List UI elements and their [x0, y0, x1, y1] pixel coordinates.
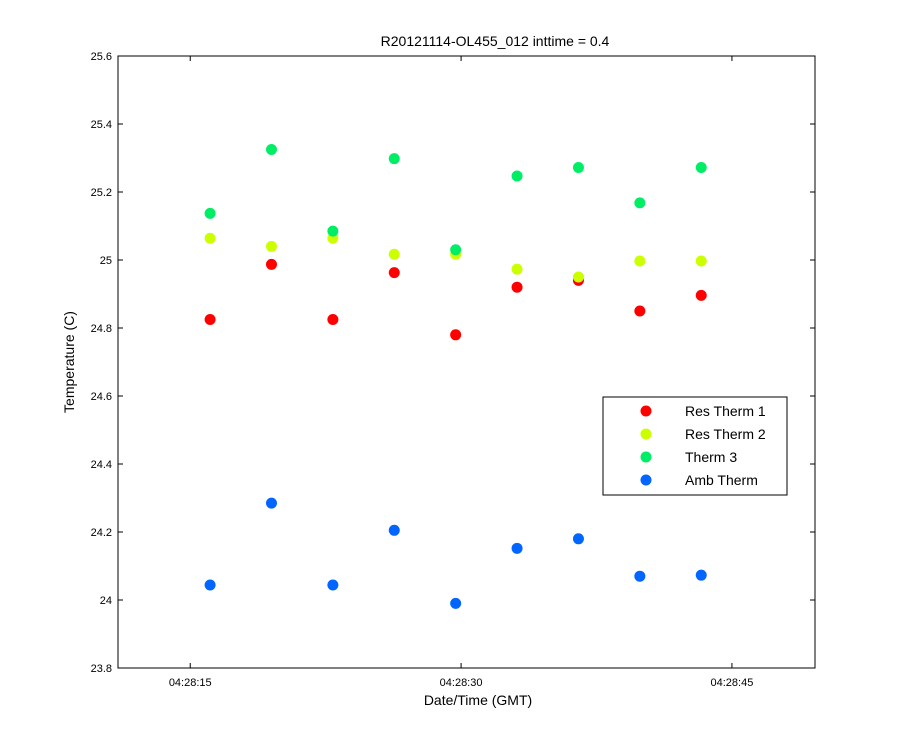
- point-amb-therm: [450, 597, 462, 609]
- point-amb-therm: [511, 542, 523, 554]
- point-amb-therm: [634, 570, 646, 582]
- x-tick-label: 04:28:45: [711, 677, 754, 689]
- y-tick-label: 24.6: [91, 391, 112, 403]
- legend-marker-res-therm-1: [640, 405, 652, 417]
- point-res-therm-1: [204, 314, 216, 325]
- point-res-therm-2: [572, 271, 584, 283]
- legend-marker-amb-therm: [640, 474, 652, 486]
- x-axis-label: Date/Time (GMT): [424, 692, 532, 708]
- chart-title: R20121114-OL455_012 inttime = 0.4: [381, 33, 610, 49]
- data-points: [204, 144, 707, 609]
- x-axis: 04:28:15 04:28:30 04:28:45: [169, 56, 754, 689]
- y-tick-label: 25: [100, 255, 112, 267]
- point-res-therm-1: [327, 314, 339, 325]
- y-axis: 23.8 24 24.2 24.4 24.6 24.8 25 25.2 25.4 25.6: [91, 51, 815, 675]
- legend-label-therm-3: Therm 3: [685, 449, 737, 465]
- point-amb-therm: [388, 524, 400, 536]
- point-res-therm-1: [265, 258, 277, 270]
- point-res-therm-2: [388, 248, 400, 260]
- point-therm-3: [204, 207, 216, 219]
- point-therm-3: [572, 162, 584, 174]
- point-amb-therm: [695, 569, 707, 581]
- legend-label-amb-therm: Amb Therm: [685, 472, 758, 488]
- legend-box: [602, 396, 788, 496]
- point-res-therm-1: [511, 281, 523, 293]
- plot-area: [117, 55, 816, 669]
- y-tick-label: 24.4: [91, 459, 112, 471]
- y-tick-label: 24.8: [91, 323, 112, 335]
- y-tick-label: 24: [100, 595, 112, 607]
- point-res-therm-2: [511, 263, 523, 275]
- legend-label-res-therm-2: Res Therm 2: [685, 426, 766, 442]
- point-therm-3: [511, 170, 523, 182]
- point-res-therm-2: [634, 255, 646, 267]
- point-res-therm-1: [388, 267, 400, 279]
- point-amb-therm: [572, 533, 584, 545]
- y-tick-label: 24.2: [91, 527, 112, 539]
- point-amb-therm: [327, 579, 339, 591]
- legend-label-res-therm-1: Res Therm 1: [685, 403, 766, 419]
- point-amb-therm: [265, 497, 277, 509]
- y-axis-label: Temperature (C): [61, 311, 77, 413]
- y-tick-label: 23.8: [91, 663, 112, 675]
- legend: Res Therm 1 Res Therm 2 Therm 3 Amb Therm: [602, 396, 788, 496]
- point-therm-3: [265, 144, 277, 155]
- legend-marker-res-therm-2: [640, 428, 652, 440]
- point-res-therm-1: [450, 329, 462, 341]
- x-tick-label: 04:28:30: [440, 677, 483, 689]
- point-res-therm-2: [695, 255, 707, 267]
- point-amb-therm: [204, 579, 216, 591]
- x-tick-label: 04:28:15: [169, 677, 212, 689]
- legend-marker-therm-3: [640, 451, 652, 463]
- point-therm-3: [388, 153, 400, 165]
- point-therm-3: [450, 244, 462, 256]
- point-res-therm-1: [634, 305, 646, 317]
- point-res-therm-2: [265, 240, 277, 252]
- point-therm-3: [695, 162, 707, 174]
- point-therm-3: [634, 197, 646, 209]
- point-res-therm-1: [695, 289, 707, 301]
- point-res-therm-2: [204, 232, 216, 244]
- y-tick-label: 25.4: [91, 119, 112, 131]
- y-tick-label: 25.2: [91, 187, 112, 199]
- legend-entries: Res Therm 1 Res Therm 2 Therm 3 Amb Therm: [640, 403, 766, 488]
- point-therm-3: [327, 225, 339, 237]
- y-tick-label: 25.6: [91, 51, 112, 63]
